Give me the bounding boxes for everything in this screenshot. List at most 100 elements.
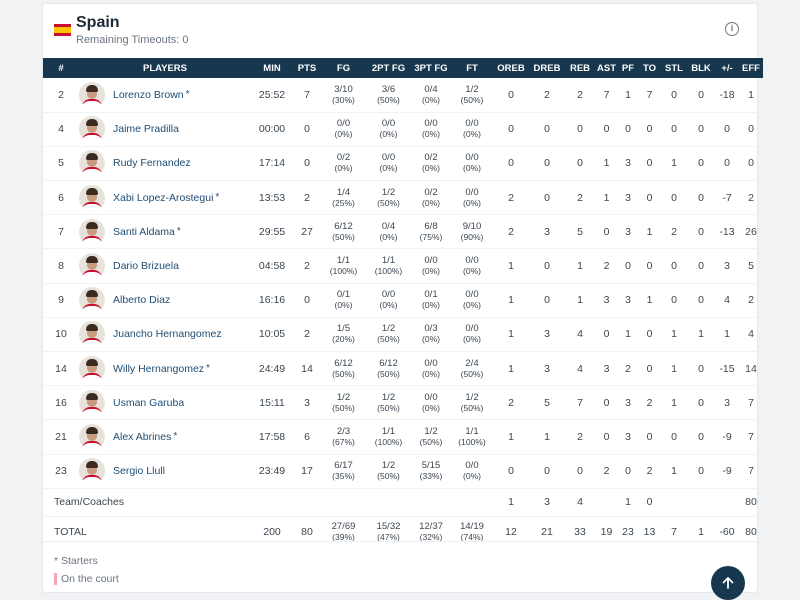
efficiency: 7 (739, 419, 763, 455)
assists: 0 (595, 385, 618, 421)
plus-minus: -13 (715, 214, 739, 250)
steals: 1 (661, 146, 687, 182)
box-score-table: # PLAYERS MIN PTS FG 2PT FG 3PT FG FT OREB DREB RE… (43, 58, 763, 546)
player-avatar (79, 458, 105, 485)
starter-mark: * (215, 192, 220, 204)
player-number: 6 (43, 180, 79, 216)
column-header[interactable]: PF (621, 62, 635, 74)
column-header[interactable]: PTS (297, 62, 317, 74)
two-point-fg-pct: (50%) (377, 402, 400, 413)
column-header[interactable]: MIN (263, 62, 281, 74)
three-point-fg: 6/8 (75%) (411, 214, 451, 250)
rebounds: 5 (565, 214, 595, 250)
personal-fouls: 1 (618, 317, 638, 353)
steals: 1 (661, 351, 687, 387)
column-header[interactable]: +/- (721, 62, 733, 74)
player-number: 4 (43, 112, 79, 147)
two-point-fg-made: 0/4 (381, 220, 396, 232)
field-goals-pct: (50%) (332, 402, 355, 413)
free-throws-made: 1/2 (465, 83, 479, 95)
personal-fouls: 0 (618, 248, 638, 284)
player-name-link[interactable]: Lorenzo Brown (113, 88, 184, 101)
two-point-fg-pct: (47%) (377, 531, 400, 542)
free-throws-made: 0/0 (465, 152, 479, 164)
player-name-link[interactable]: Usman Garuba (113, 396, 185, 409)
efficiency: 4 (739, 317, 763, 353)
column-header[interactable]: 2PT FG (371, 62, 406, 74)
two-point-fg-pct: (50%) (377, 94, 400, 105)
field-goals-pct: (50%) (332, 368, 355, 379)
column-header[interactable]: STL (665, 62, 683, 74)
column-header[interactable]: # (58, 62, 64, 74)
player-name-link[interactable]: Sergio Llull (113, 465, 165, 478)
column-header[interactable]: REB (569, 62, 591, 74)
free-throws-pct: (100%) (458, 436, 486, 447)
column-header[interactable]: DREB (533, 62, 561, 74)
two-point-fg: 0/4 (0%) (366, 214, 411, 250)
column-header[interactable]: EFF (742, 62, 760, 74)
three-point-fg-made: 5/15 (421, 460, 441, 472)
personal-fouls: 3 (618, 419, 638, 455)
points: 2 (293, 248, 321, 284)
two-point-fg-made: 0/0 (381, 118, 396, 130)
column-header[interactable]: TO (642, 62, 657, 74)
column-header[interactable]: BLK (691, 62, 711, 74)
column-header[interactable]: 3PT FG (414, 62, 448, 74)
column-header[interactable]: FT (466, 62, 478, 74)
minutes: 04:58 (251, 248, 293, 284)
blocks: 0 (687, 78, 715, 113)
three-point-fg-made: 0/0 (424, 357, 438, 369)
personal-fouls: 1 (618, 488, 638, 517)
points: 14 (293, 351, 321, 387)
field-goals: 1/2 (50%) (321, 385, 366, 421)
field-goals-made: 1/2 (336, 391, 351, 403)
steals (661, 488, 687, 517)
blocks: 0 (687, 283, 715, 318)
free-throws: 0/0 (0%) (451, 283, 493, 318)
three-point-fg-made: 1/2 (424, 425, 438, 437)
player-name-link[interactable]: Willy Hernangomez (113, 362, 205, 375)
free-throws: 0/0 (0%) (451, 248, 493, 284)
player-name-link[interactable]: Rudy Fernandez (113, 157, 191, 170)
player-number: 23 (43, 454, 79, 489)
two-point-fg: 1/1 (100%) (366, 419, 411, 455)
player-name-link[interactable]: Dario Brizuela (113, 260, 179, 273)
field-goals: 0/2 (0%) (321, 146, 366, 182)
player-name-link[interactable]: Santi Aldama (113, 225, 175, 238)
player-name-link[interactable]: Xabi Lopez-Arostegui (113, 191, 214, 204)
player-name-link[interactable]: Alex Abrines (113, 430, 172, 443)
info-icon[interactable]: i (725, 22, 739, 36)
assists: 0 (595, 214, 618, 250)
free-throws-pct: (0%) (463, 197, 481, 208)
three-point-fg: 0/3 (0%) (411, 317, 451, 353)
free-throws-made: 1/2 (465, 391, 479, 403)
points: 80 (301, 525, 313, 538)
player-name-link[interactable]: Jaime Pradilla (113, 123, 179, 136)
player-name-link[interactable]: Juancho Hernangomez (113, 328, 222, 341)
player-avatar (79, 253, 105, 280)
offensive-rebounds: 1 (493, 351, 529, 387)
free-throws-pct: (0%) (463, 471, 481, 482)
column-header[interactable]: FG (336, 62, 351, 74)
points: 7 (293, 78, 321, 113)
total-label: TOTAL (54, 525, 87, 538)
player-number: 9 (43, 283, 79, 318)
assists: 0 (595, 317, 618, 353)
starter-mark: * (176, 226, 181, 238)
scroll-to-top-button[interactable] (711, 566, 745, 600)
two-point-fg-made: 1/2 (381, 460, 396, 472)
blocks: 0 (687, 214, 715, 250)
blocks: 0 (687, 419, 715, 455)
plus-minus: 4 (715, 283, 739, 318)
free-throws-made: 0/0 (465, 289, 479, 301)
defensive-rebounds: 0 (529, 112, 565, 147)
column-header[interactable]: OREB (497, 62, 525, 74)
field-goals-pct: (0%) (334, 129, 353, 140)
three-point-fg-made: 0/2 (424, 186, 438, 198)
efficiency: 1 (739, 78, 763, 113)
player-name-link[interactable]: Alberto Diaz (113, 294, 171, 307)
offensive-rebounds: 1 (493, 248, 529, 284)
column-header[interactable]: AST (597, 62, 616, 74)
blocks: 0 (687, 351, 715, 387)
column-header[interactable]: PLAYERS (143, 62, 187, 74)
